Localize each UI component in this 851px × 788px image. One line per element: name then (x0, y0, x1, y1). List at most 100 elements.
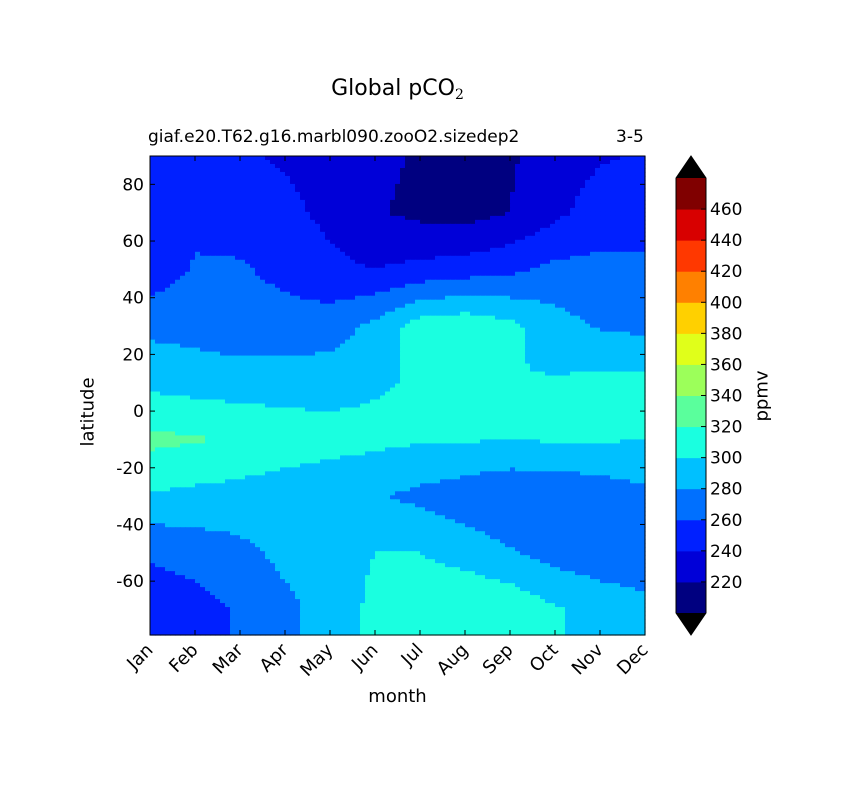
contour-cell (615, 251, 621, 257)
contour-cell (395, 235, 401, 241)
contour-cell (385, 163, 391, 169)
contour-cell (575, 211, 581, 217)
contour-cell (605, 343, 611, 349)
contour-cell (155, 279, 161, 285)
contour-cell (380, 211, 386, 217)
contour-cell (535, 255, 541, 261)
contour-cell (400, 335, 406, 341)
contour-cell (370, 167, 376, 173)
contour-cell (300, 259, 306, 265)
contour-cell (155, 243, 161, 249)
contour-cell (285, 219, 291, 225)
contour-cell (250, 195, 256, 201)
contour-cell (270, 187, 276, 193)
contour-cell (190, 203, 196, 209)
contour-cell (225, 175, 231, 181)
contour-cell (445, 195, 451, 201)
contour-cell (300, 163, 306, 169)
contour-cell (215, 167, 221, 173)
contour-cell (370, 275, 376, 281)
contour-cell (235, 351, 241, 357)
contour-cell (375, 299, 381, 305)
contour-cell (255, 247, 261, 253)
contour-cell (195, 215, 201, 221)
contour-cell (475, 343, 481, 349)
contour-cell (175, 239, 181, 245)
contour-cell (215, 279, 221, 285)
contour-cell (325, 291, 331, 297)
contour-cell (330, 327, 336, 333)
contour-cell (270, 175, 276, 181)
contour-cell (405, 351, 411, 357)
contour-cell (420, 307, 426, 313)
contour-cell (445, 187, 451, 193)
contour-cell (205, 247, 211, 253)
contour-cell (215, 231, 221, 237)
contour-cell (545, 211, 551, 217)
contour-cell (210, 195, 216, 201)
contour-cell (560, 307, 566, 313)
contour-cell (605, 191, 611, 197)
contour-cell (485, 223, 491, 229)
contour-cell (625, 167, 631, 173)
contour-cell (360, 235, 366, 241)
contour-cell (205, 156, 211, 161)
contour-cell (565, 319, 571, 325)
contour-cell (390, 239, 396, 245)
contour-cell (505, 319, 511, 325)
contour-cell (505, 195, 511, 201)
contour-cell (210, 275, 216, 281)
contour-cell (605, 319, 611, 325)
contour-cell (330, 211, 336, 217)
contour-cell (235, 231, 241, 237)
contour-cell (445, 275, 451, 281)
contour-cell (300, 319, 306, 325)
contour-cell (175, 195, 181, 201)
contour-cell (190, 351, 196, 357)
contour-cell (550, 251, 556, 257)
contour-cell (310, 311, 316, 317)
contour-cell (175, 227, 181, 233)
contour-cell (595, 283, 601, 289)
contour-cell (180, 199, 186, 205)
contour-cell (595, 255, 601, 261)
contour-cell (365, 255, 371, 261)
contour-cell (305, 243, 311, 249)
contour-cell (375, 243, 381, 249)
contour-cell (200, 351, 206, 357)
contour-cell (430, 307, 436, 313)
contour-cell (550, 259, 556, 265)
contour-cell (210, 203, 216, 209)
contour-cell (390, 163, 396, 169)
contour-cell (595, 159, 601, 165)
contour-cell (535, 331, 541, 337)
contour-cell (265, 267, 271, 273)
contour-cell (275, 247, 281, 253)
contour-cell (605, 215, 611, 221)
contour-cell (585, 319, 591, 325)
contour-cell (320, 191, 326, 197)
contour-cell (175, 247, 181, 253)
contour-cell (490, 323, 496, 329)
contour-cell (295, 323, 301, 329)
contour-cell (580, 156, 586, 161)
contour-cell (400, 219, 406, 225)
contour-cell (310, 239, 316, 245)
contour-cell (345, 291, 351, 297)
contour-cell (500, 327, 506, 333)
contour-cell (205, 211, 211, 217)
contour-cell (520, 167, 526, 173)
contour-cell (325, 339, 331, 345)
contour-cell (170, 227, 176, 233)
contour-cell (220, 215, 226, 221)
contour-cell (520, 175, 526, 181)
contour-cell (600, 199, 606, 205)
contour-cell (510, 307, 516, 313)
contour-cell (275, 263, 281, 269)
contour-cell (415, 203, 421, 209)
contour-cell (280, 223, 286, 229)
contour-cell (390, 267, 396, 273)
contour-cell (195, 199, 201, 205)
contour-cell (435, 163, 441, 169)
contour-cell (590, 199, 596, 205)
